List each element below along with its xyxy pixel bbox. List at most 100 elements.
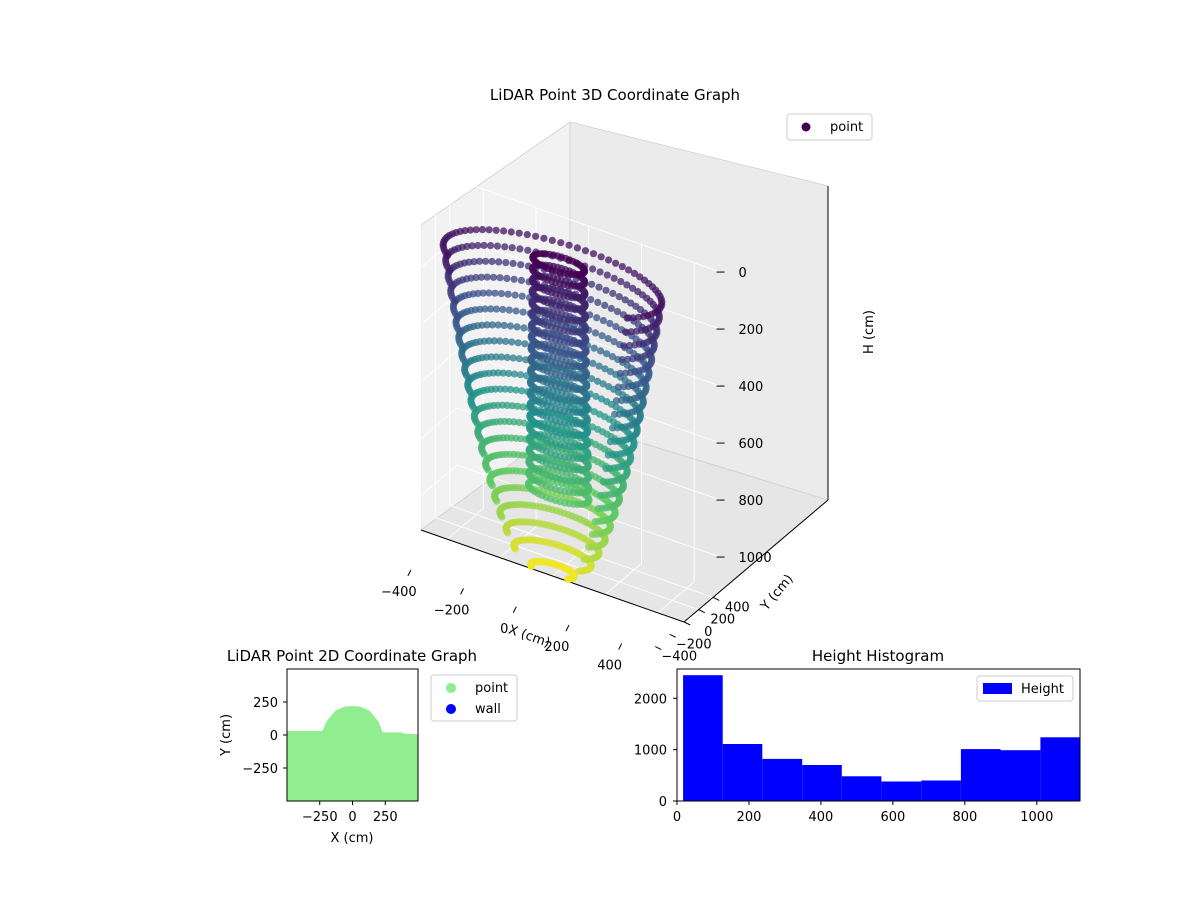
legend-hist: Height: [976, 675, 1074, 702]
data-point: [472, 226, 480, 234]
data-point: [609, 424, 617, 432]
data-point: [618, 396, 626, 405]
data-point: [581, 247, 590, 255]
data-point: [492, 305, 501, 313]
data-point: [617, 278, 625, 286]
data-point: [605, 256, 613, 264]
y-tick-label-hist: 2000: [634, 692, 667, 707]
histogram-bar: [762, 758, 803, 801]
data-point: [599, 380, 607, 388]
data-point: [610, 338, 618, 346]
histogram-bars: [683, 675, 1080, 801]
data-point: [497, 353, 506, 361]
data-point: [506, 385, 515, 394]
data-point: [466, 226, 474, 234]
x-tick-mark: [618, 643, 623, 650]
data-point: [477, 273, 485, 281]
data-point: [527, 563, 536, 571]
histogram-bar: [683, 675, 723, 801]
histogram-bar: [1000, 750, 1041, 801]
legend-hist-label: Height: [1021, 682, 1064, 697]
grid-line: [406, 541, 670, 635]
data-point: [480, 450, 488, 459]
data-point: [488, 321, 496, 329]
data-point: [505, 369, 513, 377]
data-point: [613, 308, 622, 316]
data-point: [612, 397, 621, 405]
data-point: [485, 226, 493, 234]
x-tick-label-hist: 1000: [1020, 810, 1053, 825]
data-point: [621, 296, 629, 304]
data-point: [556, 303, 564, 311]
data-point: [604, 335, 612, 343]
data-point: [618, 356, 626, 364]
grid-line: [384, 464, 458, 527]
data-point: [491, 289, 499, 297]
data-point: [505, 306, 513, 314]
scatter-3d-points: [439, 226, 666, 583]
grid-line: [456, 179, 721, 273]
data-point: [575, 567, 583, 575]
data-point: [588, 375, 596, 383]
data-point: [458, 343, 467, 351]
histogram-title: Height Histogram: [812, 647, 944, 665]
histogram-bar: [921, 780, 961, 801]
data-point: [618, 263, 626, 271]
y-tick-mark: [713, 596, 720, 601]
x-tick-label-2d: −250: [302, 810, 338, 825]
data-point: [556, 452, 564, 460]
data-point: [482, 257, 490, 265]
data-point: [603, 350, 611, 358]
data-point: [622, 369, 630, 377]
data-point: [633, 327, 641, 335]
data-point: [540, 234, 548, 242]
data-point: [556, 268, 564, 276]
x-tick-mark: [460, 588, 464, 595]
data-point: [481, 305, 489, 313]
data-point: [602, 465, 610, 473]
data-point: [490, 337, 498, 345]
data-point: [504, 529, 512, 537]
data-point: [514, 339, 522, 347]
z-tick-label-3d: 1000: [739, 551, 772, 566]
data-point: [507, 228, 515, 236]
data-point: [524, 246, 532, 254]
data-point: [492, 226, 500, 234]
data-point: [556, 440, 564, 449]
data-point: [489, 273, 498, 281]
y-tick-label-3d: −200: [676, 637, 712, 652]
legend-2d-wall-label: wall: [475, 702, 501, 717]
data-point: [556, 383, 564, 391]
data-point: [598, 332, 606, 340]
data-point: [556, 395, 564, 403]
data-point: [594, 298, 602, 306]
ticks-histogram: 0 200 400 600 800 1000 0 1000 2000: [634, 692, 1053, 825]
data-point: [621, 328, 630, 336]
data-point: [557, 239, 565, 247]
data-point: [556, 417, 564, 426]
data-point: [474, 241, 482, 250]
data-point: [589, 359, 597, 367]
data-point: [508, 244, 516, 252]
data-point: [635, 313, 643, 321]
data-point: [556, 337, 564, 345]
data-point: [612, 323, 620, 331]
data-point: [601, 301, 609, 309]
data-point: [556, 406, 564, 414]
data-point: [461, 358, 469, 366]
data-point: [506, 322, 515, 330]
data-point: [486, 242, 495, 250]
y-tick-label-3d: 0: [704, 625, 712, 640]
data-point: [488, 257, 496, 266]
data-point: [501, 385, 509, 393]
y-axis-label-3d: Y (cm): [757, 572, 796, 615]
histogram-bar: [960, 749, 1001, 801]
data-point: [611, 410, 619, 418]
data-point: [485, 289, 493, 297]
data-point: [556, 280, 564, 288]
legend-2d: point wall: [430, 674, 518, 722]
data-point: [510, 370, 519, 378]
data-point: [596, 268, 604, 276]
data-point: [625, 266, 633, 274]
data-point: [629, 284, 637, 292]
